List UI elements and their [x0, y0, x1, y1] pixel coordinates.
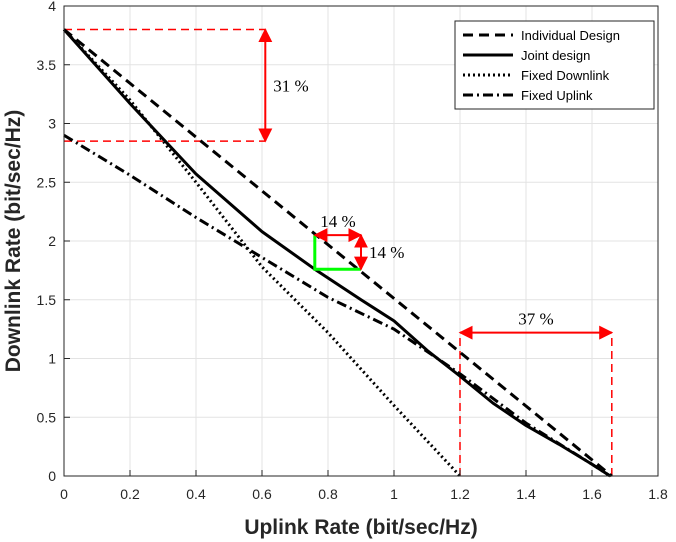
y-tick-label: 0.5	[37, 409, 57, 425]
y-axis-title: Downlink Rate (bit/sec/Hz)	[2, 110, 25, 373]
series-line-3	[63, 133, 611, 478]
y-tick-label: 3	[48, 116, 56, 132]
x-tick-label: 1.8	[648, 486, 668, 502]
annotation-label: 14 %	[320, 212, 355, 231]
series-group	[62, 28, 613, 478]
highlight-corner	[313, 235, 361, 271]
y-tick-label: 2.5	[37, 174, 57, 190]
y-tick-label: 1.5	[37, 292, 57, 308]
x-tick-label: 0.8	[318, 486, 338, 502]
series-line-2	[62, 28, 462, 478]
x-tick-label: 1.6	[582, 486, 602, 502]
annotation-guides	[64, 28, 613, 476]
x-tick-label: 1	[390, 486, 398, 502]
x-tick-label: 1.2	[450, 486, 470, 502]
x-tick-label: 0.4	[186, 486, 206, 502]
legend-label: Fixed Downlink	[521, 68, 610, 83]
x-axis-ticks: 0 0.2 0.4 0.6 0.8 1 1.2 1.4 1.6 1.8	[60, 470, 668, 502]
x-tick-label: 0.6	[252, 486, 272, 502]
y-axis-ticks: 0 0.5 1 1.5 2 2.5 3 3.5 4	[37, 0, 70, 484]
series-line-1	[62, 28, 611, 478]
x-tick-label: 0.2	[120, 486, 140, 502]
legend-label: Fixed Uplink	[521, 88, 593, 103]
x-tick-label: 0	[60, 486, 68, 502]
annotation-group: 31 % 14 % 14 % 37 %	[258, 28, 614, 340]
annotation-label: 14 %	[369, 243, 404, 262]
annotation-label: 31 %	[273, 76, 308, 95]
legend-label: Joint design	[521, 48, 590, 63]
y-tick-label: 4	[48, 0, 56, 14]
annotation-label: 37 %	[518, 310, 553, 329]
y-tick-label: 1	[48, 351, 56, 367]
legend-label: Individual Design	[521, 28, 620, 43]
x-axis-title: Uplink Rate (bit/sec/Hz)	[244, 516, 477, 539]
y-tick-label: 0	[48, 468, 56, 484]
series-line-0	[63, 28, 613, 478]
y-tick-label: 3.5	[37, 57, 57, 73]
legend: Individual Design Joint design Fixed Downl…	[454, 20, 655, 110]
x-tick-label: 1.4	[516, 486, 536, 502]
y-tick-label: 2	[48, 233, 56, 249]
